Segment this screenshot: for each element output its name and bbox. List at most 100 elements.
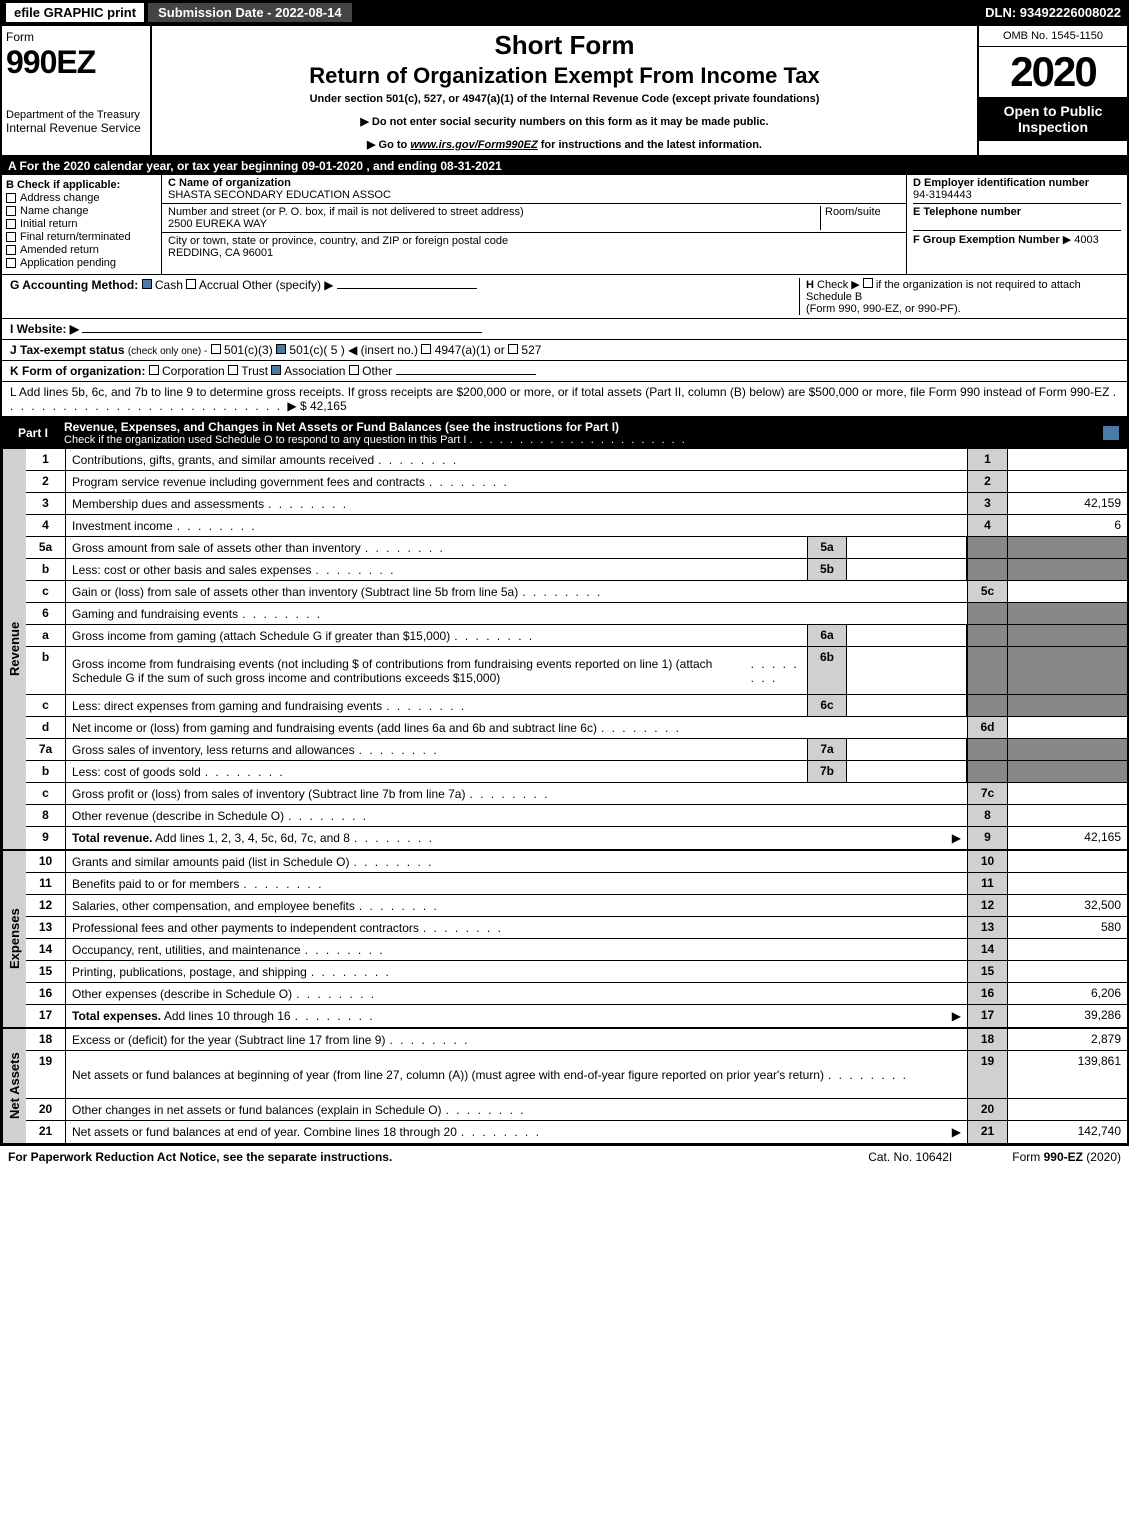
part1-checkbox[interactable] [1103,426,1119,440]
row-number: c [26,581,66,602]
footer-right: Form 990-EZ (2020) [1012,1150,1121,1164]
part1-label: Part I [10,424,56,442]
row-desc: Less: cost or other basis and sales expe… [66,559,807,580]
line-l: L Add lines 5b, 6c, and 7b to line 9 to … [2,382,1127,417]
table-row: 1Contributions, gifts, grants, and simil… [26,449,1127,471]
row-desc: Gaming and fundraising events . . . . . … [66,603,967,624]
row-desc: Other expenses (describe in Schedule O) … [66,983,967,1004]
result-number: 2 [967,471,1007,492]
checkbox-assoc[interactable] [271,365,281,375]
row-number: c [26,695,66,716]
name-label: C Name of organization [168,177,900,189]
checkbox-trust[interactable] [228,365,238,375]
result-value: 142,740 [1007,1121,1127,1143]
k-assoc: Association [284,364,345,378]
group-label: F Group Exemption Number [913,234,1060,246]
omb-number: OMB No. 1545-1150 [979,26,1127,47]
footer-left: For Paperwork Reduction Act Notice, see … [8,1150,392,1164]
row-number: 14 [26,939,66,960]
checkbox-accrual[interactable] [186,279,196,289]
result-value [1007,873,1127,894]
h-text3: (Form 990, 990-EZ, or 990-PF). [806,303,961,315]
row-number: 7a [26,739,66,760]
row-desc: Gross income from fundraising events (no… [66,647,807,694]
table-row: bLess: cost of goods sold . . . . . . . … [26,761,1127,783]
sub-line-number: 5b [807,559,847,580]
j-opt3: 4947(a)(1) or [435,343,505,357]
result-number: 18 [967,1029,1007,1050]
table-row: 3Membership dues and assessments . . . .… [26,493,1127,515]
open-public: Open to Public Inspection [979,97,1127,141]
line-j: J Tax-exempt status (check only one) - 5… [2,340,1127,361]
result-value [1007,739,1127,760]
checkbox-501c3[interactable] [211,344,221,354]
line-g-label: G Accounting Method: [10,278,138,292]
checkbox-cash[interactable] [142,279,152,289]
checkbox-initial-return[interactable] [6,219,16,229]
org-name: SHASTA SECONDARY EDUCATION ASSOC [168,189,900,201]
row-number: 2 [26,471,66,492]
row-desc: Net assets or fund balances at end of ye… [66,1121,967,1143]
tax-year: 2020 [979,47,1127,97]
h-check: Check ▶ [817,279,860,291]
sub-line-value [847,761,967,782]
row-desc: Printing, publications, postage, and shi… [66,961,967,982]
checkbox-other[interactable] [349,365,359,375]
sub-line-number: 6a [807,625,847,646]
checkbox-name-change[interactable] [6,206,16,216]
section-bcd: B Check if applicable: Address change Na… [2,175,1127,275]
row-number: 17 [26,1005,66,1027]
irs-link[interactable]: www.irs.gov/Form990EZ [410,139,537,151]
form-label: Form [6,30,146,44]
result-number: 6d [967,717,1007,738]
footer-catno: Cat. No. 10642I [868,1150,952,1164]
checkbox-application-pending[interactable] [6,258,16,268]
dept-irs: Internal Revenue Service [6,121,146,135]
row-desc: Program service revenue including govern… [66,471,967,492]
row-desc: Investment income . . . . . . . . [66,515,967,536]
row-number: b [26,761,66,782]
cb-label: Final return/terminated [20,231,131,243]
row-desc: Less: cost of goods sold . . . . . . . . [66,761,807,782]
row-number: 9 [26,827,66,849]
revenue-label: Revenue [2,449,26,849]
table-row: bLess: cost or other basis and sales exp… [26,559,1127,581]
result-number: 21 [967,1121,1007,1143]
checkbox-corp[interactable] [149,365,159,375]
ein-value: 94-3194443 [913,189,1121,204]
result-value [1007,537,1127,558]
k-other: Other [362,364,392,378]
cb-label: Name change [20,205,89,217]
row-desc: Net assets or fund balances at beginning… [66,1051,967,1098]
sub-line-value [847,537,967,558]
checkbox-address-change[interactable] [6,193,16,203]
result-value: 139,861 [1007,1051,1127,1098]
line-h-label: H [806,279,814,291]
table-row: aGross income from gaming (attach Schedu… [26,625,1127,647]
row-number: 13 [26,917,66,938]
row-number: 8 [26,805,66,826]
checkbox-amended[interactable] [6,245,16,255]
result-value [1007,851,1127,872]
j-opt4: 527 [521,343,541,357]
row-desc: Net income or (loss) from gaming and fun… [66,717,967,738]
checkbox-527[interactable] [508,344,518,354]
checkbox-h[interactable] [863,278,873,288]
table-row: 20Other changes in net assets or fund ba… [26,1099,1127,1121]
section-def: D Employer identification number 94-3194… [907,175,1127,274]
result-number [967,695,1007,716]
checkbox-final-return[interactable] [6,232,16,242]
result-number: 8 [967,805,1007,826]
footer-form-num: 990-EZ [1044,1150,1083,1164]
line-j-label: J Tax-exempt status [10,343,125,357]
sub-line-number: 6c [807,695,847,716]
row-number: d [26,717,66,738]
efile-print-button[interactable]: efile GRAPHIC print [6,3,144,22]
checkbox-501c[interactable] [276,344,286,354]
sub-line-number: 7b [807,761,847,782]
checkbox-4947[interactable] [421,344,431,354]
row-desc: Total expenses. Add lines 10 through 16 … [66,1005,967,1027]
row-number: 18 [26,1029,66,1050]
row-number: 15 [26,961,66,982]
sub-line-number: 5a [807,537,847,558]
